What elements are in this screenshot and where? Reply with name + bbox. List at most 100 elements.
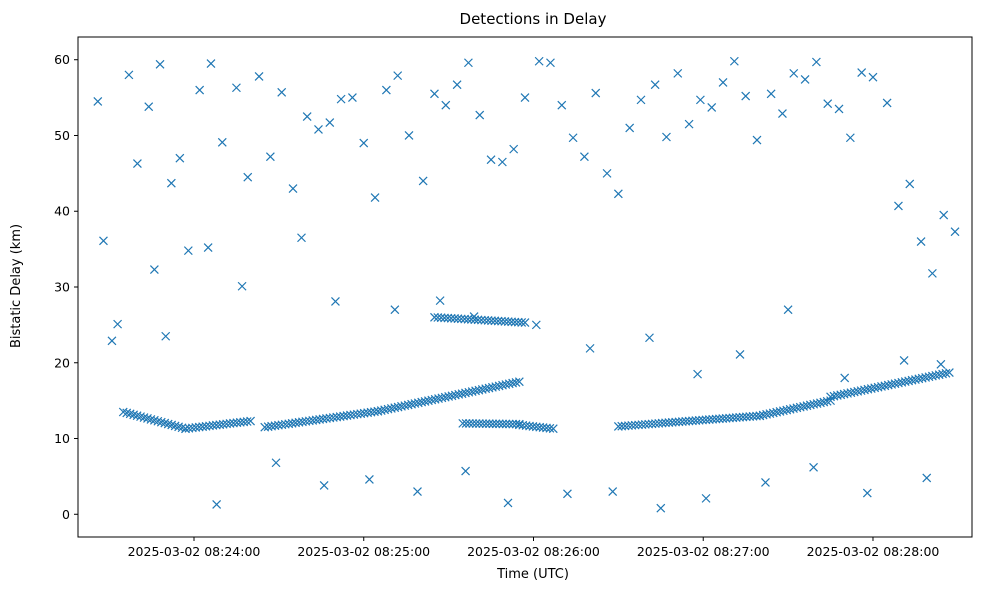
data-point [514,377,524,387]
data-point [645,333,654,343]
data-point [483,316,493,325]
data-point [620,421,630,431]
data-point [664,418,674,428]
data-point [917,373,927,383]
data-point [452,80,462,90]
data-point [503,317,513,327]
data-point [491,419,501,429]
y-tick-label: 20 [54,355,70,370]
data-point [778,109,787,118]
data-point [834,104,844,114]
data-point [487,382,497,392]
data-point [735,412,745,422]
data-point [504,379,514,389]
data-point [488,419,498,429]
y-tick-label: 40 [54,204,70,219]
data-point [721,413,731,423]
data-point [288,184,298,193]
data-point [243,172,253,182]
data-point [500,317,510,326]
data-point [508,378,518,388]
data-point [789,68,799,78]
data-point [390,403,400,413]
data-point [617,421,627,431]
data-point [149,265,159,275]
data-point [591,88,601,98]
data-point [862,488,872,498]
data-point [741,91,751,101]
data-point [484,383,494,393]
data-point [693,369,703,379]
data-point [944,368,954,378]
data-point [927,268,937,278]
data-point [637,420,647,430]
data-point [107,336,117,346]
data-point [707,103,717,112]
data-point [708,414,718,424]
data-point [437,393,447,403]
data-point [531,320,541,330]
data-point [246,416,256,426]
data-point [453,314,463,324]
data-point [430,394,440,404]
y-tick-label: 60 [54,52,70,67]
data-point [809,462,818,472]
data-point [511,419,521,429]
data-point [688,416,697,426]
data-point [450,390,460,400]
data-point [461,466,471,476]
y-tick-label: 10 [54,431,70,446]
data-point [695,95,705,105]
data-point [156,417,166,427]
data-point [118,407,128,417]
data-point [520,318,530,328]
data-point [870,383,880,393]
data-point [511,377,521,387]
data-point [873,382,883,392]
data-point [832,391,842,400]
data-point [701,415,711,425]
data-point [129,410,139,420]
data-point [534,56,544,66]
data-point [418,176,428,186]
data-point [644,419,654,429]
data-point [498,419,508,429]
data-point [373,406,383,416]
data-point [602,168,612,178]
data-point [166,178,176,188]
data-point [497,316,506,326]
data-point [413,398,423,408]
data-point [840,373,850,383]
data-point [139,413,149,422]
data-point [718,414,728,423]
data-point [877,382,886,391]
data-point [882,98,892,108]
data-point [656,503,666,513]
data-point [125,409,135,419]
data-point [910,375,920,384]
data-point [420,396,430,406]
data-point [674,417,684,427]
data-point [470,315,480,325]
data-point [170,421,180,431]
data-point [443,313,453,323]
data-point [93,96,103,106]
data-point [440,313,449,323]
data-point [934,370,944,380]
data-point [671,417,681,427]
data-point [457,389,467,399]
data-point [936,359,946,369]
axis-ticks: 2025-03-02 08:24:00 2025-03-02 08:25:00 20… [54,52,939,559]
data-point [904,376,914,386]
data-point [494,419,504,429]
data-point [466,315,476,324]
data-point [513,317,523,327]
data-point [811,57,821,67]
data-point [894,201,903,211]
data-point [237,281,247,291]
data-point [650,419,660,429]
data-point [625,123,635,133]
data-point [370,193,380,203]
data-point [480,315,490,325]
data-point [661,418,670,428]
